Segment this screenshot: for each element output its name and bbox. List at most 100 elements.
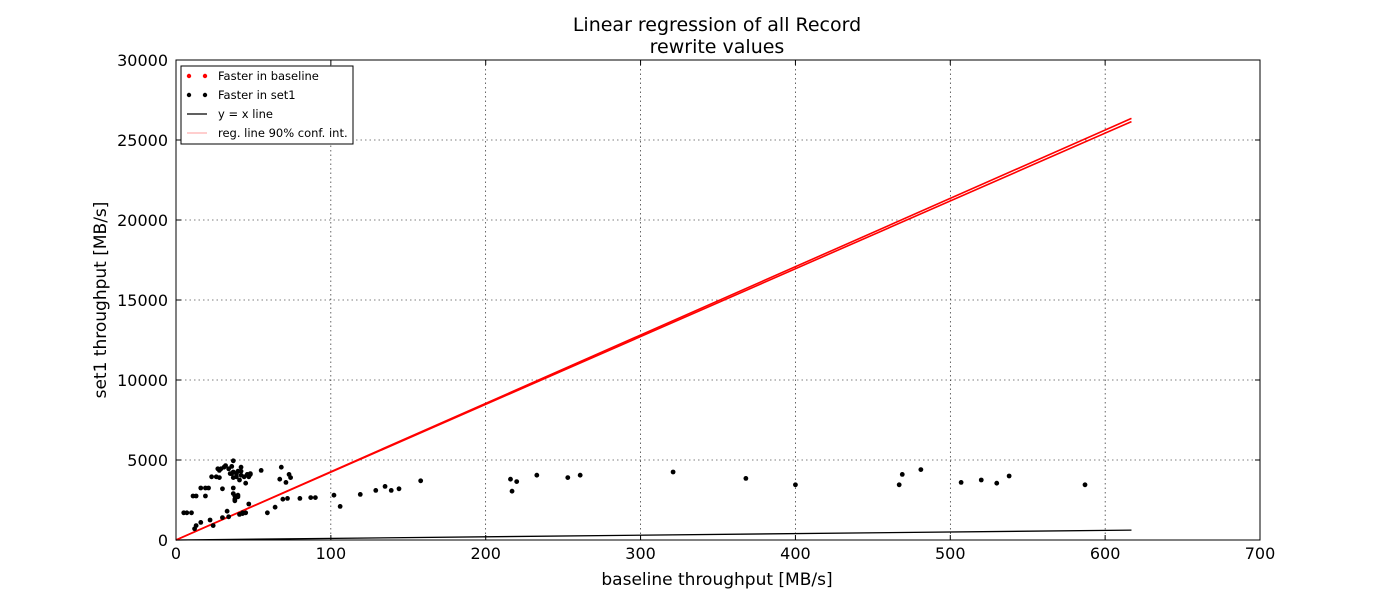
data-point <box>232 498 238 504</box>
data-point <box>793 482 798 488</box>
data-point <box>308 495 314 500</box>
data-point <box>577 472 583 478</box>
data-point <box>508 476 513 482</box>
data-point <box>918 467 924 472</box>
data-point <box>198 485 204 491</box>
legend: Faster in baseline Faster in set1 y = x … <box>180 65 354 145</box>
data-point <box>357 492 363 497</box>
y-axis-label: set1 throughput [MB/s] <box>91 202 111 399</box>
data-point <box>280 496 286 502</box>
legend-marker-black-dot <box>202 92 208 98</box>
legend-label-faster-baseline: Faster in baseline <box>218 69 319 83</box>
plot-frame <box>175 59 1261 541</box>
legend-marker-red-dot <box>186 73 192 79</box>
data-point <box>243 510 249 516</box>
data-point <box>278 464 284 470</box>
data-point <box>238 468 244 474</box>
data-point <box>203 493 208 499</box>
data-point <box>209 474 215 480</box>
data-point <box>331 492 337 498</box>
data-point <box>670 469 676 475</box>
y-tick-label: 10000 <box>117 371 168 390</box>
data-point <box>297 496 303 501</box>
data-point <box>237 477 242 483</box>
legend-label-reg-line: reg. line 90% conf. int. <box>218 126 348 140</box>
data-point <box>238 464 244 470</box>
y-tick-label: 25000 <box>117 131 168 150</box>
data-point <box>285 496 290 501</box>
data-point <box>899 472 905 477</box>
y-ticks: 0 5000 10000 15000 20000 25000 30000 <box>117 51 1260 550</box>
data-point <box>288 475 293 480</box>
data-point <box>229 464 235 469</box>
y-tick-label: 15000 <box>117 291 168 310</box>
data-point <box>243 480 249 486</box>
data-point <box>272 504 278 510</box>
data-point <box>247 471 253 476</box>
y-tick-label: 20000 <box>117 211 168 230</box>
data-point <box>220 486 225 492</box>
legend-marker-black-dot <box>186 92 192 98</box>
data-point <box>396 486 402 492</box>
data-point <box>337 504 343 509</box>
data-point <box>206 485 211 491</box>
data-point <box>978 477 984 483</box>
legend-label-yx-line: y = x line <box>218 107 273 121</box>
data-point <box>230 485 236 491</box>
data-point <box>230 458 236 464</box>
legend-entry-faster-set1: Faster in set1 <box>186 88 296 102</box>
x-tick-label: 400 <box>780 544 811 563</box>
data-point <box>896 482 902 488</box>
data-point <box>534 472 540 478</box>
data-point <box>388 488 394 493</box>
y-tick-label: 0 <box>158 531 168 550</box>
y-tick-label: 5000 <box>127 451 168 470</box>
data-point <box>509 488 515 494</box>
x-axis-label: baseline throughput [MB/s] <box>601 570 832 590</box>
data-point <box>193 523 199 528</box>
data-point <box>193 493 199 499</box>
data-point <box>235 492 241 498</box>
data-point <box>1082 482 1088 488</box>
data-point <box>994 480 1000 486</box>
data-point <box>1006 473 1012 479</box>
data-point <box>220 515 225 520</box>
x-tick-label: 100 <box>316 544 347 563</box>
x-tick-label: 500 <box>935 544 966 563</box>
data-point <box>277 476 283 482</box>
x-tick-label: 600 <box>1090 544 1121 563</box>
data-point <box>312 495 318 500</box>
yx-reference-line <box>175 529 1132 541</box>
data-point <box>210 523 216 528</box>
data-point <box>958 480 964 485</box>
data-point <box>373 488 379 493</box>
x-ticks: 0 100 200 300 400 500 600 700 <box>171 60 1275 563</box>
data-point <box>198 520 204 525</box>
scatter-points <box>181 458 1088 532</box>
x-tick-label: 200 <box>470 544 501 563</box>
legend-entry-faster-baseline: Faster in baseline <box>186 69 319 83</box>
x-tick-label: 0 <box>171 544 181 563</box>
legend-label-faster-set1: Faster in set1 <box>218 88 296 102</box>
data-point <box>382 484 388 489</box>
legend-entry-reg-line: reg. line 90% conf. int. <box>187 126 348 140</box>
data-point <box>743 476 749 481</box>
data-point <box>216 475 222 480</box>
data-point <box>418 478 424 484</box>
data-point <box>224 508 230 514</box>
data-point <box>258 468 264 473</box>
data-point <box>565 475 571 480</box>
legend-marker-red-dot <box>202 73 208 79</box>
data-point <box>223 463 228 468</box>
data-point <box>207 517 213 523</box>
legend-box <box>180 65 354 145</box>
data-point <box>189 510 194 516</box>
y-tick-label: 30000 <box>117 51 168 70</box>
data-point <box>283 480 289 485</box>
chart-title-line-1: Linear regression of all Record <box>573 14 861 36</box>
line-series <box>175 117 1132 541</box>
x-tick-label: 300 <box>625 544 656 563</box>
data-point <box>226 514 232 520</box>
x-tick-label: 700 <box>1245 544 1276 563</box>
